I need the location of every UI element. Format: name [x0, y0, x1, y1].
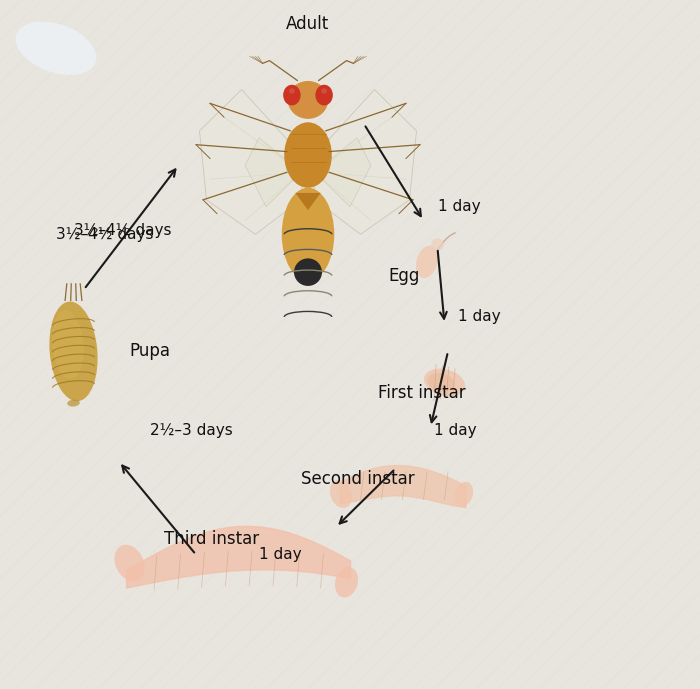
Ellipse shape — [288, 81, 328, 119]
Ellipse shape — [15, 21, 97, 75]
Ellipse shape — [281, 187, 335, 281]
Ellipse shape — [427, 373, 455, 392]
Ellipse shape — [284, 123, 332, 187]
Polygon shape — [312, 90, 416, 234]
Ellipse shape — [289, 88, 295, 94]
Ellipse shape — [330, 480, 352, 508]
Ellipse shape — [52, 310, 84, 379]
Text: 1 day: 1 day — [438, 199, 480, 214]
Ellipse shape — [294, 258, 322, 286]
Text: Adult: Adult — [286, 15, 330, 33]
Ellipse shape — [67, 400, 80, 407]
Text: Pupa: Pupa — [130, 342, 171, 360]
Polygon shape — [315, 138, 371, 207]
Ellipse shape — [315, 85, 333, 105]
Ellipse shape — [283, 85, 301, 105]
Ellipse shape — [431, 238, 444, 251]
Ellipse shape — [50, 302, 97, 401]
Ellipse shape — [321, 88, 327, 94]
Ellipse shape — [114, 545, 145, 581]
Polygon shape — [295, 193, 321, 210]
Text: 1 day: 1 day — [434, 423, 477, 438]
Text: Second instar: Second instar — [301, 470, 414, 488]
Text: 2½–3 days: 2½–3 days — [150, 423, 233, 438]
Text: First instar: First instar — [378, 384, 466, 402]
Ellipse shape — [455, 482, 473, 506]
Ellipse shape — [416, 245, 438, 278]
Text: 1 day: 1 day — [259, 547, 301, 562]
Ellipse shape — [335, 567, 358, 597]
Text: 3½–4½ days: 3½–4½ days — [56, 227, 153, 242]
Polygon shape — [199, 90, 304, 234]
Text: Third instar: Third instar — [164, 530, 260, 548]
Text: 3½–4½ days: 3½–4½ days — [74, 223, 171, 238]
Polygon shape — [245, 138, 301, 207]
Ellipse shape — [424, 369, 465, 396]
Text: 1 day: 1 day — [458, 309, 501, 325]
Text: Egg: Egg — [389, 267, 420, 285]
